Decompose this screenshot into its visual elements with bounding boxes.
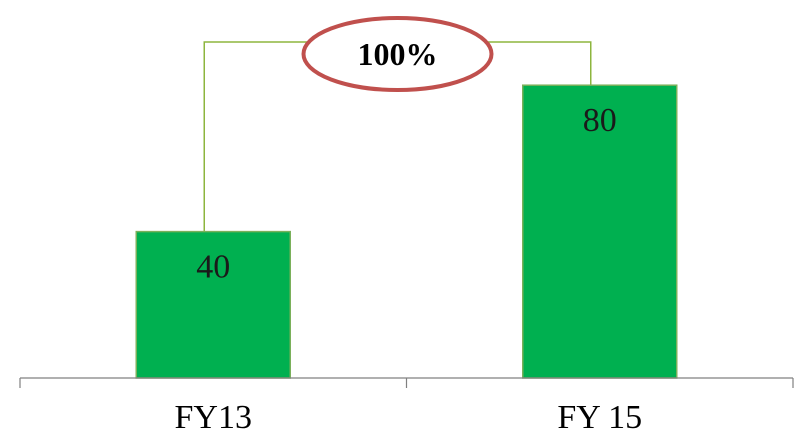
bar — [522, 84, 678, 379]
bar-data-label: 40 — [196, 249, 230, 286]
x-axis: FY13 FY 15 — [19, 377, 794, 436]
callout-ring — [301, 16, 494, 92]
growth-callout: 100% — [301, 16, 494, 92]
bars: 40 80 — [135, 84, 678, 379]
callout-label: 100% — [358, 36, 438, 72]
bar-data-label: 80 — [583, 102, 617, 139]
x-tick-label: FY13 — [175, 399, 252, 436]
x-tick-label: FY 15 — [557, 399, 642, 436]
